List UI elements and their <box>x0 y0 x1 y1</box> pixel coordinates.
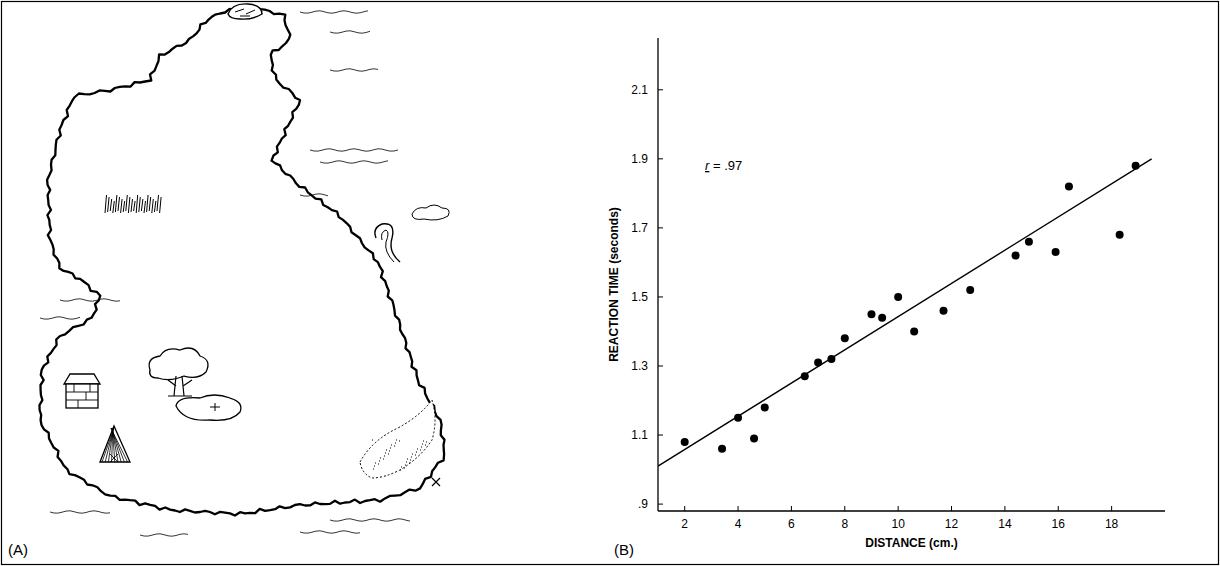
data-point <box>681 438 689 446</box>
water-line <box>140 534 188 536</box>
x-tick <box>738 506 739 511</box>
y-tick <box>658 89 663 90</box>
well-body <box>66 384 98 408</box>
data-point <box>878 314 886 322</box>
data-point <box>1065 182 1073 190</box>
water-line <box>320 161 388 163</box>
data-point <box>1116 231 1124 239</box>
panel-label: (B) <box>614 541 634 558</box>
water-line <box>330 31 370 33</box>
beach <box>360 400 435 478</box>
x-tick-label: 2 <box>681 517 688 531</box>
y-tick <box>658 227 663 228</box>
data-point <box>1025 238 1033 246</box>
y-axis <box>657 38 658 511</box>
y-tick-label: 1.3 <box>631 359 648 373</box>
x-tick <box>898 506 899 511</box>
y-tick <box>658 365 663 366</box>
y-tick-label: 1.7 <box>631 221 648 235</box>
data-point <box>940 307 948 315</box>
hut <box>100 426 130 462</box>
x-tick <box>844 506 845 511</box>
x-tick-label: 14 <box>998 517 1012 531</box>
river-bank <box>382 230 395 262</box>
islet <box>412 205 449 220</box>
pond <box>176 395 241 420</box>
plot-marks <box>658 159 1152 466</box>
y-tick-label: 1.9 <box>631 152 648 166</box>
x-tick <box>1058 506 1059 511</box>
y-tick <box>658 504 663 505</box>
x-tick-label: 12 <box>945 517 959 531</box>
x-tick-label: 18 <box>1105 517 1119 531</box>
water-line <box>50 511 110 513</box>
data-point <box>867 310 875 318</box>
hut-thatch <box>102 428 128 462</box>
y-tick <box>658 158 663 159</box>
tree-trunk <box>168 376 192 396</box>
annotation: r = .97 <box>705 158 742 173</box>
x-tick-label: 10 <box>891 517 905 531</box>
x-tick <box>951 506 952 511</box>
x-tick <box>791 506 792 511</box>
y-tick-label: 2.1 <box>631 83 648 97</box>
water-line <box>300 11 368 13</box>
data-point <box>1052 248 1060 256</box>
pond-mark <box>210 403 220 411</box>
data-point <box>750 434 758 442</box>
rock-detail <box>235 9 255 16</box>
water-line <box>300 194 328 196</box>
x-tick-label: 16 <box>1052 517 1066 531</box>
water-line <box>300 531 360 533</box>
water-line <box>310 149 398 151</box>
x-tick <box>684 506 685 511</box>
x-tick-label: 6 <box>788 517 795 531</box>
well-roof <box>64 374 100 384</box>
beach-sand <box>372 440 427 470</box>
x-tick-label: 4 <box>735 517 742 531</box>
data-point <box>1012 252 1020 260</box>
rock <box>228 4 262 19</box>
water-line <box>330 69 378 71</box>
island-coast <box>40 6 445 516</box>
annotation-rest: = .97 <box>709 158 742 173</box>
chart: 2 4 6 8 10 12 14 16 18 .9 1.1 1.3 1.5 1.7 1.9 2.1 DISTAN… <box>607 38 1165 550</box>
well-bricks <box>66 384 98 408</box>
y-tick-label: .9 <box>638 497 648 511</box>
x-axis-title: DISTANCE (cm.) <box>865 536 957 550</box>
x-tick-label: 8 <box>841 517 848 531</box>
grass <box>105 195 161 213</box>
data-point <box>718 445 726 453</box>
water-line <box>330 519 410 521</box>
water-line <box>60 299 120 301</box>
data-point <box>841 334 849 342</box>
water-line <box>40 317 80 319</box>
island-map <box>40 4 450 536</box>
y-tick-label: 1.1 <box>631 428 648 442</box>
data-point <box>910 327 918 335</box>
y-tick <box>658 296 663 297</box>
data-point <box>966 286 974 294</box>
data-point <box>761 403 769 411</box>
data-point <box>894 293 902 301</box>
y-tick <box>658 435 663 436</box>
fit-line <box>658 159 1152 466</box>
x-axis <box>658 510 1165 511</box>
y-axis-title: REACTION TIME (seconds) <box>607 207 621 362</box>
x-tick <box>1111 506 1112 511</box>
figure: (A) (B) 2 4 6 8 10 12 14 16 18 .9 1.1 1.3 1.5 1.7 1.9 2.1… <box>0 0 1220 566</box>
beach-x <box>432 478 440 486</box>
tree-crown <box>149 348 208 380</box>
panel-label: (A) <box>8 541 28 558</box>
x-tick <box>1004 506 1005 511</box>
y-tick-label: 1.5 <box>631 290 648 304</box>
river <box>375 224 400 262</box>
frame <box>2 2 1219 565</box>
